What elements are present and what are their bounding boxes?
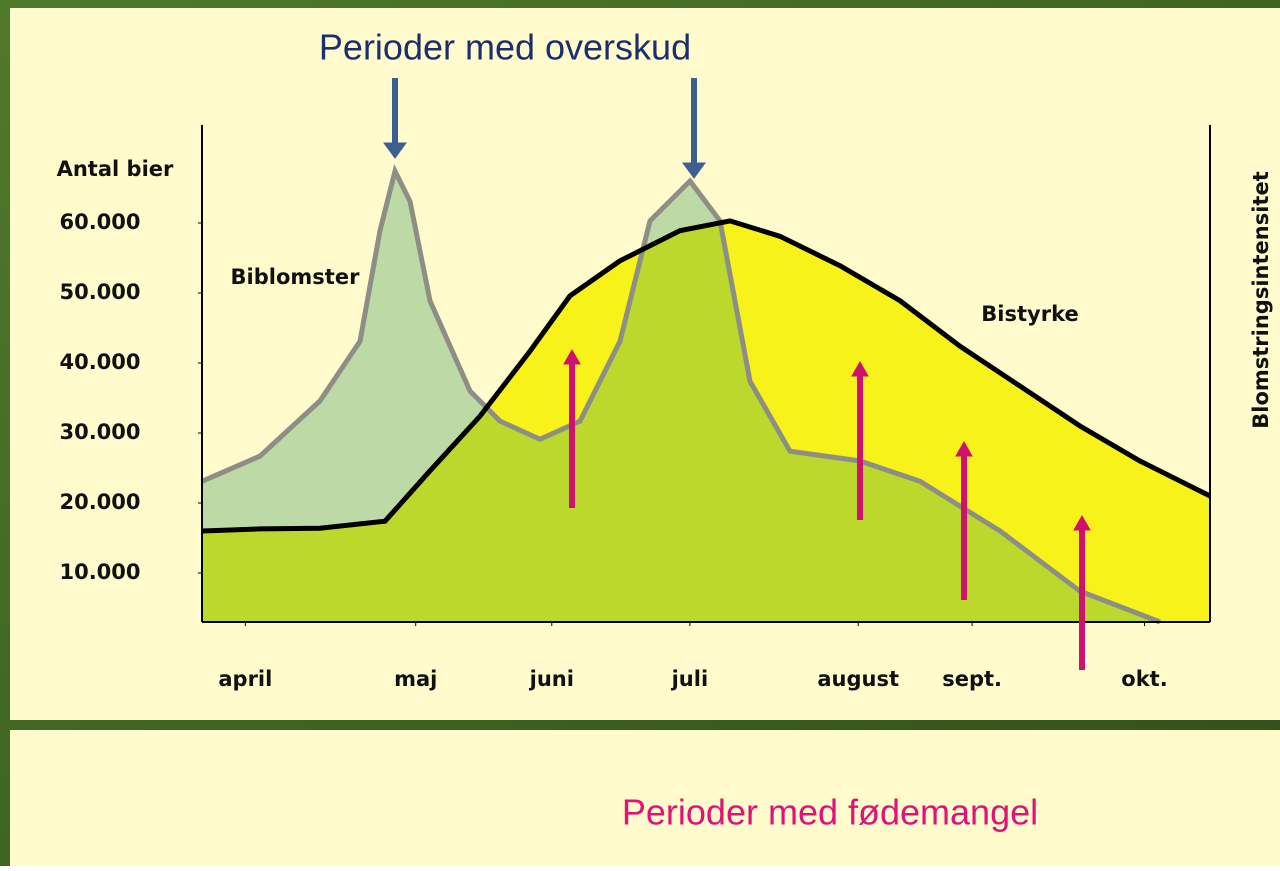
x-tick-label: maj [394,667,437,691]
y2-axis-label: Blomstringsintensitet [1249,171,1273,429]
y-tick-label: 50.000 [59,280,140,304]
plot-area: 10.000 20.000 30.000 40.000 50.000 60.000 apri… [59,125,1212,691]
x-tick-label: okt. [1121,667,1167,691]
series-label: Biblomster [231,265,361,289]
series-label: Bistyrke [981,302,1078,326]
annotation: Perioder med fødemangel [622,792,1038,833]
chart-title: Perioder med overskud [319,27,691,68]
line [201,164,1161,625]
panel [10,730,1280,866]
y-tick-label: 60.000 [59,210,140,234]
y-tick-label: 20.000 [59,490,140,514]
x-tick-label: juni [529,667,574,691]
x-tick-label: april [218,667,272,691]
x-tick-label: juli [671,667,709,691]
y-axis-label: Antal bier [57,157,174,181]
fodemangel-arrows [563,348,1091,670]
line [201,218,1212,534]
y-tick-label: 10.000 [59,560,140,584]
y-tick-label: 30.000 [59,420,140,444]
area-overlap [202,220,1160,622]
x-tick-label: august [817,667,899,691]
x-tick-label: sept. [942,667,1002,691]
y-tick-label: 40.000 [59,350,140,374]
overskud-arrows [383,78,706,179]
